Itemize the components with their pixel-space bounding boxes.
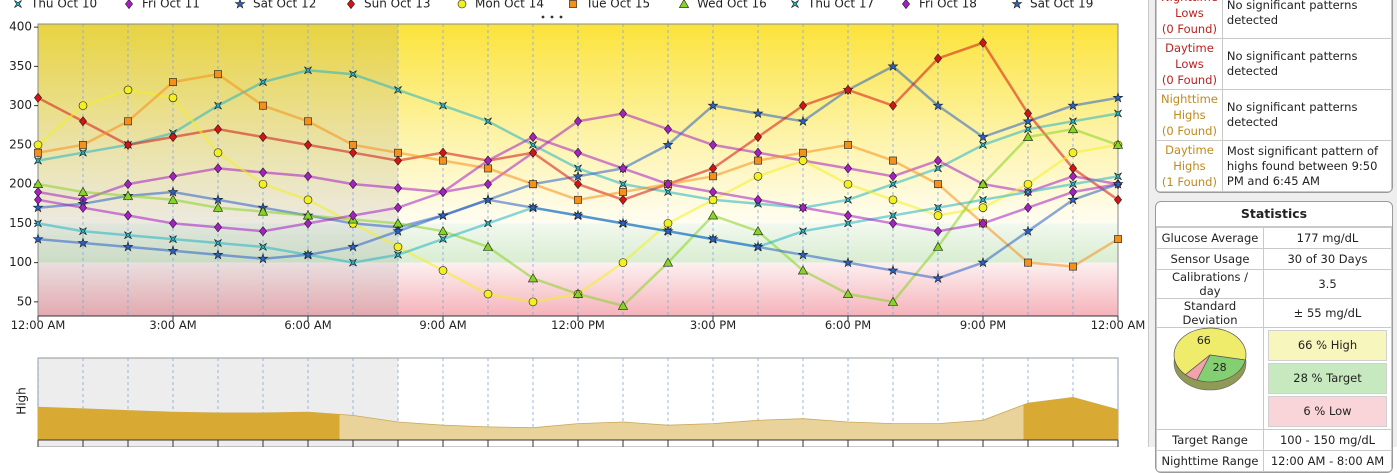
x-tick-label: 6:00 PM: [824, 318, 872, 332]
pie-legend-box: 28 % Target: [1268, 363, 1387, 394]
pattern-label-cell: Nighttime Highs (0 Found): [1156, 89, 1223, 141]
pattern-text: No significant patterns detected: [1221, 89, 1392, 141]
stat-value: 12:00 AM - 8:00 AM: [1263, 450, 1392, 472]
x-tick-label: 9:00 PM: [959, 318, 1007, 332]
x-tick-label: 12:00 PM: [551, 318, 605, 332]
patterns-card: Nighttime Lows (0 Found) No significant pa…: [1155, 0, 1393, 193]
stat-label: Standard Deviation: [1156, 298, 1264, 328]
stat-label: Target Range: [1156, 429, 1264, 451]
pie-cell: [1156, 327, 1264, 430]
pie-legend: 66 % High 28 % Target 6 % Low: [1263, 327, 1392, 430]
pattern-label-cell: Daytime Highs (1 Found): [1156, 140, 1223, 192]
x-tick-label: 3:00 AM: [149, 318, 197, 332]
stat-label: Nighttime Range: [1156, 450, 1264, 472]
pattern-text: Most significant pattern of highs found …: [1221, 140, 1392, 192]
side-panel: Nighttime Lows (0 Found) No significant pa…: [1148, 0, 1397, 473]
statistics-title: Statistics: [1156, 202, 1392, 227]
pattern-count: (0 Found): [1161, 73, 1217, 87]
x-tick-label: 9:00 AM: [419, 318, 467, 332]
stat-value: 100 - 150 mg/dL: [1263, 429, 1392, 451]
patterns-table: Nighttime Lows (0 Found) No significant pa…: [1156, 0, 1392, 192]
pattern-text: No significant patterns detected: [1221, 38, 1392, 90]
stat-value: ± 55 mg/dL: [1263, 298, 1392, 328]
x-tick-label: 3:00 PM: [689, 318, 737, 332]
statistics-table: Glucose Average 177 mg/dL Sensor Usage 30 …: [1156, 227, 1392, 472]
x-tick-label: 6:00 AM: [284, 318, 332, 332]
stat-label: Sensor Usage: [1156, 248, 1264, 270]
pattern-label: Nighttime Highs: [1161, 92, 1218, 122]
stat-label: Calibrations / day: [1156, 269, 1264, 299]
pattern-text: No significant patterns detected: [1221, 0, 1392, 39]
statistics-card: Statistics Glucose Average 177 mg/dL Sens…: [1155, 201, 1393, 473]
stat-label: Glucose Average: [1156, 227, 1264, 249]
pattern-label-cell: Nighttime Lows (0 Found): [1156, 0, 1223, 39]
pattern-count: (0 Found): [1161, 22, 1217, 36]
pattern-label: Nighttime Lows: [1161, 0, 1218, 20]
pattern-count: (0 Found): [1161, 124, 1217, 138]
pattern-count: (1 Found): [1161, 175, 1217, 189]
stat-value: 177 mg/dL: [1263, 227, 1392, 249]
pie-legend-box: 6 % Low: [1268, 396, 1387, 427]
pattern-label: Daytime Highs: [1165, 143, 1214, 173]
x-tick-label: 12:00 AM: [10, 318, 66, 332]
label-layer: 12:00 AM 3:00 AM 6:00 AM 9:00 AM 12:00 PM 3:0…: [10, 318, 1146, 332]
x-tick-label: 12:00 AM: [1090, 318, 1146, 332]
pie-legend-box: 66 % High: [1268, 330, 1387, 361]
page: Nighttime Lows (0 Found) No significant pa…: [9, 0, 1397, 473]
pattern-label-cell: Daytime Lows (0 Found): [1156, 38, 1223, 90]
stat-value: 3.5: [1263, 269, 1392, 299]
stat-value: 30 of 30 Days: [1263, 248, 1392, 270]
pattern-label: Daytime Lows: [1165, 41, 1214, 71]
